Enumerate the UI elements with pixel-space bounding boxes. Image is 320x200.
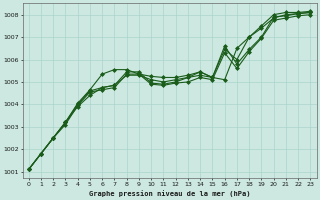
X-axis label: Graphe pression niveau de la mer (hPa): Graphe pression niveau de la mer (hPa) xyxy=(89,190,250,197)
